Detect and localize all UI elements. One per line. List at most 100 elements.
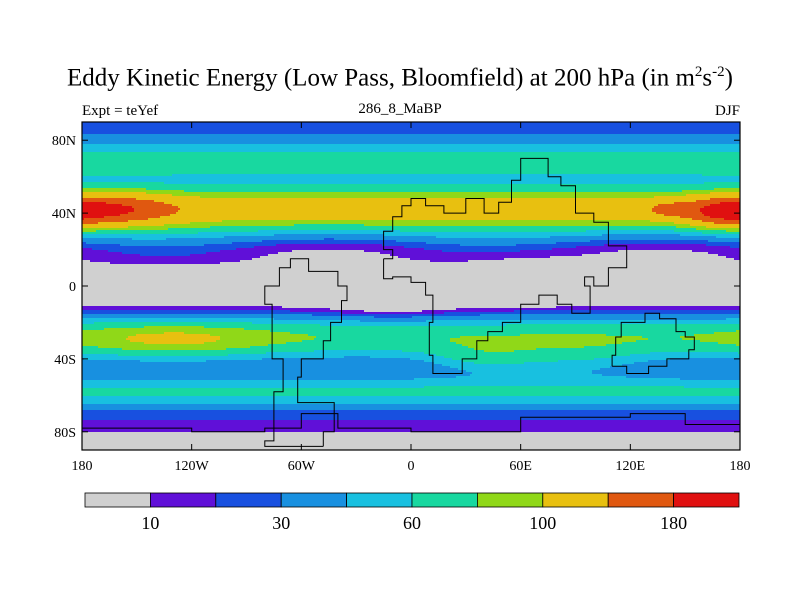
field-cell (82, 314, 313, 317)
field-cell (404, 246, 577, 249)
field-cell (228, 354, 437, 357)
field-cell (82, 198, 137, 201)
field-cell (98, 346, 251, 349)
outline-africa-eurasia (383, 157, 628, 374)
field-cell (82, 262, 111, 265)
field-cell (412, 316, 740, 319)
field-cell (82, 184, 740, 187)
colorbar-box (280, 492, 348, 508)
field-cell (436, 354, 631, 357)
field-cell (370, 356, 445, 359)
field-cell (254, 246, 405, 249)
field-cell (82, 130, 740, 133)
colorbar-label: 30 (272, 513, 290, 533)
field-cell (82, 242, 87, 245)
field-cell (82, 234, 275, 237)
field-cell (82, 388, 740, 391)
field-cell (556, 242, 740, 245)
field-cell (128, 226, 211, 229)
field-cell (586, 230, 675, 233)
field-cell (82, 304, 740, 307)
field-cell (292, 250, 365, 253)
field-cell (424, 360, 463, 363)
field-cell (82, 166, 740, 169)
field-cell (82, 176, 740, 179)
field-cell (82, 406, 740, 409)
field-cell (82, 128, 740, 131)
field-cell (82, 326, 145, 329)
field-cell (576, 246, 731, 249)
field-cell (82, 290, 740, 293)
field-cell (286, 342, 457, 345)
colorbar-box (411, 492, 478, 508)
field-cell (82, 434, 740, 437)
field-cell (82, 162, 740, 165)
field-cell (82, 232, 199, 235)
field-cell (320, 324, 507, 327)
field-cell (658, 204, 711, 207)
field-cell (82, 436, 740, 439)
field-cell (470, 374, 603, 377)
field-cell (82, 210, 135, 213)
field-cell (692, 218, 725, 221)
field-cell (82, 340, 131, 343)
field-cell (606, 334, 695, 337)
field-cell (170, 214, 665, 217)
field-cell (122, 252, 207, 255)
field-cell (82, 426, 740, 429)
field-cell (240, 260, 431, 263)
field-cell (204, 244, 277, 247)
field-cell (82, 382, 740, 385)
field-cell (82, 160, 740, 163)
outline-antarctica (82, 413, 740, 433)
field-cell (514, 310, 740, 313)
field-cell (430, 260, 469, 263)
field-cell (190, 254, 269, 257)
field-cell (82, 194, 173, 197)
field-cell (92, 248, 237, 251)
field-cell (82, 216, 105, 219)
field-cell (82, 220, 129, 223)
field-cell (82, 204, 123, 207)
field-cell (736, 330, 740, 333)
field-cell (164, 182, 705, 185)
outline-australia (611, 312, 695, 374)
field-cell (82, 316, 375, 319)
field-cell (704, 214, 740, 217)
field-cell (674, 222, 715, 225)
field-cell (466, 370, 593, 373)
field-cell (190, 222, 675, 225)
field-cell (206, 360, 425, 363)
field-cell (220, 262, 740, 265)
field-cell (82, 308, 331, 311)
field-cell (204, 342, 287, 345)
field-cell (82, 330, 271, 333)
field-cell (460, 244, 517, 247)
field-cell (364, 224, 691, 227)
field-cell (82, 404, 740, 407)
field-cell (602, 234, 681, 237)
field-cell (308, 334, 521, 337)
field-cell (82, 274, 740, 277)
field-cell (262, 240, 397, 243)
field-cell (82, 416, 740, 419)
map-axes: 180 120W 60W 0 60E 120E 180 80N 40N 0 40S 80S (52, 122, 751, 474)
colorbar-label: 10 (141, 513, 159, 533)
field-cell (380, 252, 601, 255)
field-cell (434, 362, 475, 365)
field-cell (468, 260, 740, 263)
field-cell (128, 212, 177, 215)
field-cell (514, 350, 740, 353)
field-cell (708, 252, 740, 255)
field-cell (630, 354, 740, 357)
field-cell (82, 186, 740, 189)
field-cell (686, 194, 740, 197)
field-cell (702, 212, 740, 215)
field-cell (582, 254, 719, 257)
field-cell (290, 310, 365, 313)
field-cell (82, 306, 283, 309)
field-cell (694, 334, 740, 337)
field-cell (82, 256, 261, 259)
field-cell (468, 346, 585, 349)
field-cell (680, 234, 740, 237)
